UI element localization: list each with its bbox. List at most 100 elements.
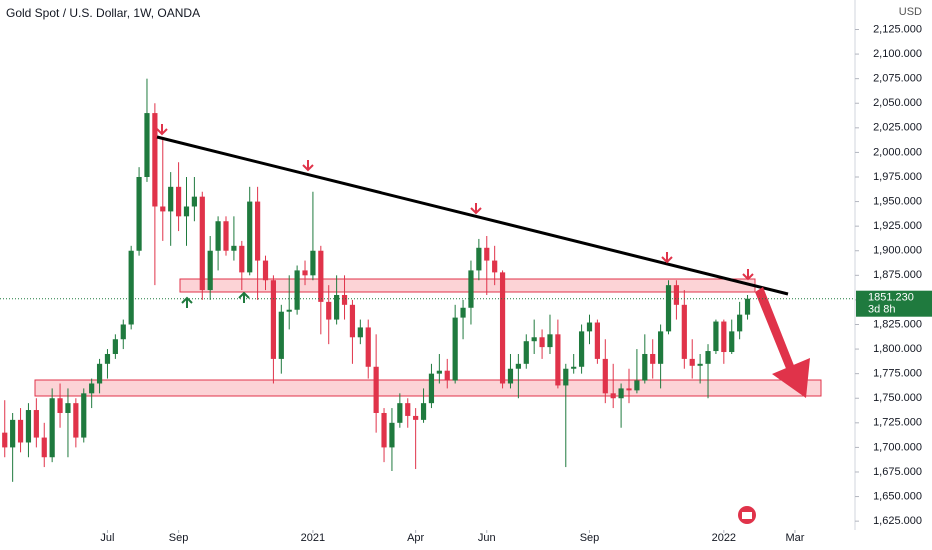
candle-body — [484, 247, 490, 261]
candle-body — [563, 368, 569, 386]
candle-body — [713, 321, 719, 352]
y-tick-label: 1,800.000 — [873, 343, 922, 355]
candle-body — [697, 363, 703, 366]
candle-body — [349, 304, 356, 338]
candle-body — [586, 322, 593, 332]
candle-body — [89, 383, 95, 394]
candle-body — [547, 334, 553, 348]
candle-body — [405, 403, 411, 416]
price-tag-label: 1851.230 — [868, 292, 914, 304]
candle-body — [721, 321, 727, 353]
candle-body — [444, 370, 450, 381]
candle-body — [515, 363, 521, 369]
candle-body — [278, 311, 284, 359]
countdown-label: 3d 8h — [868, 304, 896, 316]
candle-body — [310, 250, 316, 276]
y-tick-label: 1,650.000 — [873, 490, 922, 502]
candle-body — [626, 388, 632, 391]
y-tick-label: 1,750.000 — [873, 392, 922, 404]
candle-body — [381, 412, 387, 448]
candle-body — [578, 331, 585, 367]
candle-body — [136, 176, 142, 251]
candle-body — [452, 317, 458, 381]
candle-body — [436, 370, 442, 374]
y-tick-label: 2,075.000 — [873, 73, 922, 85]
candle-body — [318, 250, 324, 302]
chart-title: Gold Spot / U.S. Dollar, 1W, OANDA — [6, 6, 200, 20]
candle-body — [270, 280, 277, 359]
candle-body — [705, 351, 711, 364]
y-tick-label: 2,025.000 — [873, 122, 922, 134]
candle-body — [10, 419, 16, 448]
candle-body — [17, 419, 24, 443]
candle-body — [420, 403, 427, 420]
candle-body — [397, 403, 403, 423]
candle-body — [199, 196, 205, 291]
projection-arrow — [755, 287, 810, 398]
candle-body — [302, 270, 308, 276]
candle-body — [365, 327, 371, 367]
candle-body — [183, 206, 190, 217]
y-tick-label: 1,775.000 — [873, 368, 922, 380]
candle-body — [191, 196, 197, 207]
candle-body — [602, 358, 608, 394]
y-tick-label: 1,925.000 — [873, 220, 922, 232]
y-tick-label: 1,975.000 — [873, 171, 922, 183]
y-tick-label: 2,050.000 — [873, 97, 922, 109]
candle-body — [144, 113, 150, 177]
candle-body — [618, 388, 624, 399]
candle-body — [673, 285, 680, 305]
price-tag — [856, 290, 932, 317]
trendline — [156, 135, 789, 296]
candle-body — [215, 221, 221, 251]
candle-body — [389, 422, 395, 448]
candle-body — [539, 337, 545, 348]
candle-body — [737, 314, 743, 332]
y-tick-label: 1,825.000 — [873, 318, 922, 330]
candle-body — [128, 250, 134, 325]
candle-body — [112, 339, 118, 354]
candle-body — [744, 298, 751, 315]
candle-body — [73, 403, 79, 438]
candle-body — [460, 307, 466, 318]
y-tick-label: 1,700.000 — [873, 441, 922, 453]
candle-body — [262, 260, 269, 281]
candle-body — [492, 260, 498, 273]
candle-body — [468, 270, 474, 308]
candle-body — [499, 272, 506, 384]
candle-body — [104, 353, 111, 364]
candle-body — [476, 247, 482, 271]
candle-body — [33, 410, 39, 438]
candle-body — [57, 398, 63, 413]
candle-body — [81, 393, 87, 438]
candle-body — [120, 324, 126, 340]
x-tick-label: Jul — [100, 532, 114, 544]
candle-body — [729, 331, 735, 353]
y-tick-label: 1,625.000 — [873, 515, 922, 527]
candle-body — [25, 410, 32, 443]
candle-body — [41, 437, 47, 458]
candle-body — [239, 245, 245, 273]
candle-body — [665, 285, 672, 332]
candle-body — [65, 403, 71, 413]
candle-body — [650, 353, 656, 364]
candle-body — [247, 201, 253, 273]
y-tick-label: 2,125.000 — [873, 23, 922, 35]
candle-body — [428, 373, 435, 404]
y-tick-label: 1,950.000 — [873, 195, 922, 207]
currency-label: USD — [899, 6, 922, 18]
candles — [2, 78, 751, 482]
candle-body — [594, 322, 600, 359]
candle-body — [294, 270, 300, 310]
y-tick-label: 1,675.000 — [873, 466, 922, 478]
top-markers — [156, 124, 754, 281]
candle-body — [555, 334, 561, 386]
candle-body — [357, 327, 363, 338]
candle-body — [531, 337, 537, 342]
candle-body — [223, 221, 229, 251]
bottom-markers — [181, 291, 250, 308]
candle-body — [160, 206, 166, 212]
candle-body — [571, 366, 577, 369]
candle-body — [334, 294, 340, 320]
